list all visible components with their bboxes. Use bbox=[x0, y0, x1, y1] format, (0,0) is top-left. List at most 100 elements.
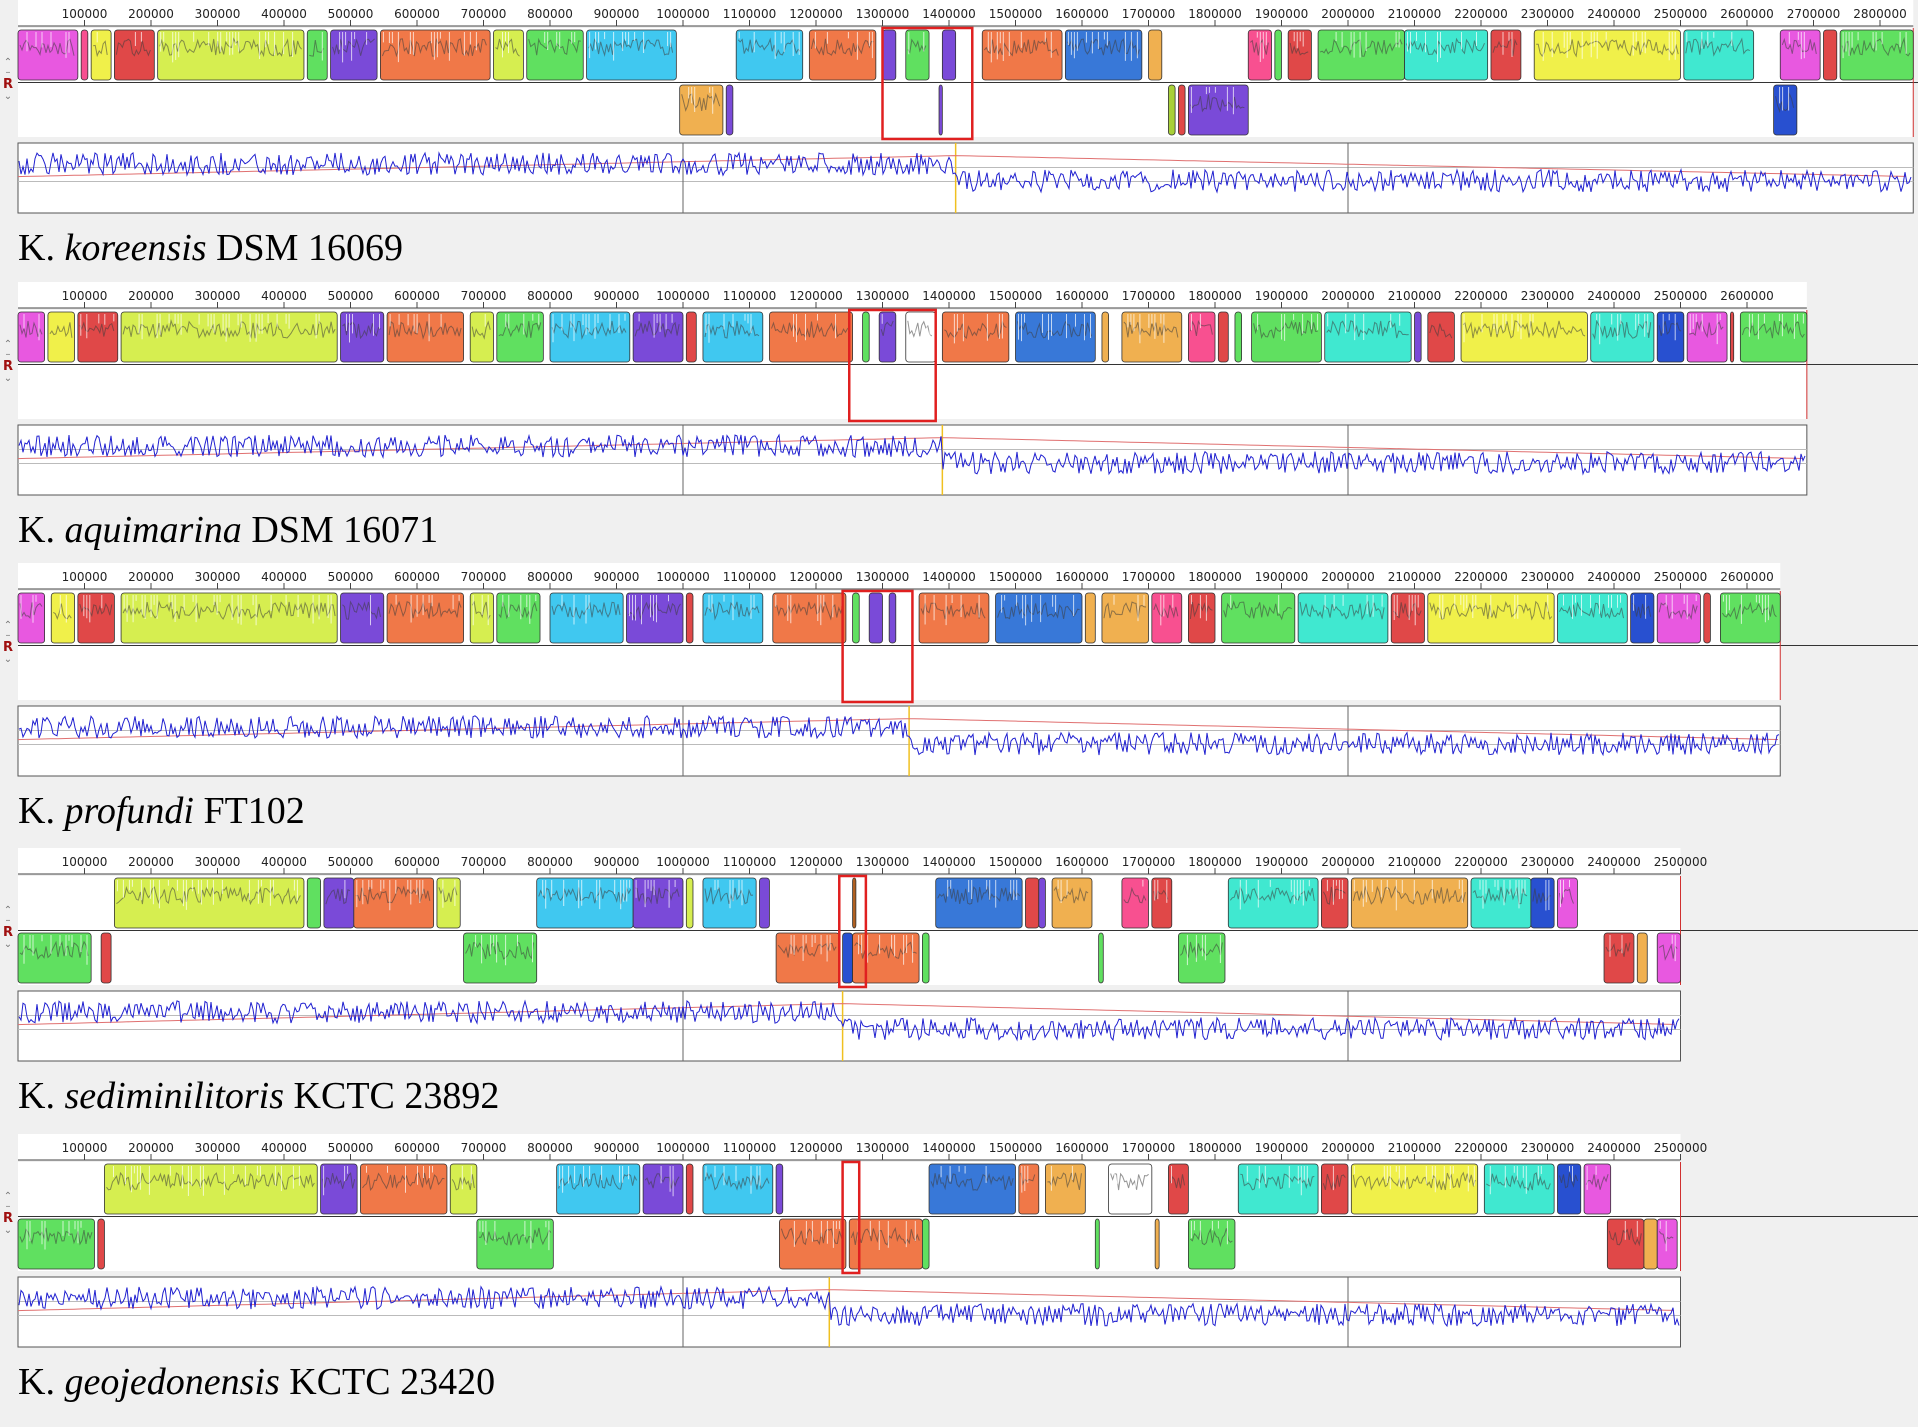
lcb-block[interactable] bbox=[1178, 84, 1186, 136]
lcb-block[interactable] bbox=[1729, 311, 1735, 363]
lcb-block[interactable] bbox=[114, 877, 305, 929]
lcb-block[interactable] bbox=[1297, 592, 1389, 644]
expand-down-icon[interactable]: ⌄ bbox=[3, 1225, 13, 1236]
lcb-block[interactable] bbox=[306, 29, 328, 81]
lcb-block[interactable] bbox=[702, 311, 764, 363]
lcb-block[interactable] bbox=[556, 1163, 641, 1215]
lcb-block[interactable] bbox=[1101, 311, 1109, 363]
lcb-block[interactable] bbox=[685, 877, 694, 929]
lcb-block[interactable] bbox=[1321, 877, 1349, 929]
lcb-block[interactable] bbox=[17, 592, 46, 644]
lcb-block[interactable] bbox=[526, 29, 584, 81]
collapse-up-icon[interactable]: ⌃ bbox=[3, 1191, 13, 1202]
lcb-block[interactable] bbox=[330, 29, 378, 81]
reverse-toggle-button[interactable]: R bbox=[2, 925, 13, 940]
lcb-block[interactable] bbox=[323, 877, 355, 929]
lcb-block[interactable] bbox=[842, 932, 853, 984]
lcb-block[interactable] bbox=[941, 29, 957, 81]
lcb-block[interactable] bbox=[1739, 311, 1808, 363]
lcb-block[interactable] bbox=[905, 311, 937, 363]
lcb-block[interactable] bbox=[642, 1163, 684, 1215]
lcb-block[interactable] bbox=[632, 311, 684, 363]
collapse-up-icon[interactable]: ⌃ bbox=[3, 339, 13, 350]
lcb-block[interactable] bbox=[380, 29, 491, 81]
lcb-block[interactable] bbox=[493, 29, 524, 81]
expand-down-icon[interactable]: ⌄ bbox=[3, 654, 13, 665]
reverse-toggle-button[interactable]: R bbox=[2, 640, 13, 655]
lcb-block[interactable] bbox=[1779, 29, 1821, 81]
lcb-block[interactable] bbox=[685, 592, 694, 644]
lcb-block[interactable] bbox=[157, 29, 305, 81]
lcb-block[interactable] bbox=[1084, 592, 1096, 644]
lcb-block[interactable] bbox=[549, 592, 624, 644]
lcb-block[interactable] bbox=[1154, 1218, 1160, 1270]
lcb-block[interactable] bbox=[878, 311, 897, 363]
lcb-block[interactable] bbox=[340, 311, 385, 363]
lcb-block[interactable] bbox=[120, 592, 338, 644]
lcb-block[interactable] bbox=[928, 1163, 1016, 1215]
lcb-block[interactable] bbox=[1148, 29, 1163, 81]
lcb-block[interactable] bbox=[772, 592, 847, 644]
expand-down-icon[interactable]: ⌄ bbox=[3, 373, 13, 384]
minimize-icon[interactable]: – bbox=[5, 630, 11, 641]
lcb-block[interactable] bbox=[1530, 877, 1555, 929]
lcb-block[interactable] bbox=[1227, 877, 1319, 929]
minimize-icon[interactable]: – bbox=[5, 67, 11, 78]
minimize-icon[interactable]: – bbox=[5, 915, 11, 926]
lcb-block[interactable] bbox=[1630, 592, 1655, 644]
lcb-block[interactable] bbox=[1590, 311, 1655, 363]
lcb-block[interactable] bbox=[1151, 592, 1183, 644]
reverse-toggle-button[interactable]: R bbox=[2, 1211, 13, 1226]
lcb-block[interactable] bbox=[1251, 311, 1322, 363]
lcb-block[interactable] bbox=[1683, 29, 1755, 81]
lcb-block[interactable] bbox=[1234, 311, 1242, 363]
lcb-block[interactable] bbox=[1350, 1163, 1479, 1215]
lcb-block[interactable] bbox=[386, 592, 464, 644]
lcb-block[interactable] bbox=[80, 29, 89, 81]
lcb-block[interactable] bbox=[1168, 1163, 1189, 1215]
lcb-block[interactable] bbox=[449, 1163, 478, 1215]
lcb-block[interactable] bbox=[50, 592, 75, 644]
lcb-block[interactable] bbox=[469, 592, 494, 644]
lcb-block[interactable] bbox=[1414, 311, 1422, 363]
expand-down-icon[interactable]: ⌄ bbox=[3, 939, 13, 950]
lcb-block[interactable] bbox=[981, 29, 1063, 81]
lcb-block[interactable] bbox=[1703, 592, 1711, 644]
lcb-block[interactable] bbox=[1324, 311, 1412, 363]
lcb-block[interactable] bbox=[938, 84, 943, 136]
lcb-block[interactable] bbox=[496, 592, 541, 644]
lcb-block[interactable] bbox=[1839, 29, 1914, 81]
lcb-block[interactable] bbox=[882, 29, 897, 81]
reverse-toggle-button[interactable]: R bbox=[2, 77, 13, 92]
lcb-block[interactable] bbox=[1460, 311, 1588, 363]
lcb-block[interactable] bbox=[436, 877, 461, 929]
lcb-block[interactable] bbox=[1656, 311, 1685, 363]
lcb-block[interactable] bbox=[922, 932, 930, 984]
lcb-block[interactable] bbox=[90, 29, 112, 81]
lcb-block[interactable] bbox=[1656, 932, 1681, 984]
lcb-block[interactable] bbox=[77, 311, 119, 363]
expand-down-icon[interactable]: ⌄ bbox=[3, 91, 13, 102]
lcb-block[interactable] bbox=[1643, 1218, 1658, 1270]
lcb-block[interactable] bbox=[1168, 84, 1176, 136]
lcb-block[interactable] bbox=[17, 29, 79, 81]
lcb-block[interactable] bbox=[353, 877, 435, 929]
lcb-block[interactable] bbox=[97, 1218, 105, 1270]
lcb-block[interactable] bbox=[17, 932, 92, 984]
lcb-block[interactable] bbox=[1483, 1163, 1555, 1215]
lcb-block[interactable] bbox=[852, 932, 920, 984]
lcb-block[interactable] bbox=[1101, 592, 1149, 644]
lcb-block[interactable] bbox=[1098, 932, 1104, 984]
lcb-block[interactable] bbox=[1317, 29, 1405, 81]
lcb-block[interactable] bbox=[1237, 1163, 1319, 1215]
lcb-block[interactable] bbox=[1427, 592, 1555, 644]
lcb-block[interactable] bbox=[1557, 877, 1578, 929]
lcb-block[interactable] bbox=[1015, 311, 1096, 363]
lcb-block[interactable] bbox=[1038, 877, 1046, 929]
lcb-block[interactable] bbox=[852, 877, 857, 929]
lcb-block[interactable] bbox=[340, 592, 385, 644]
lcb-block[interactable] bbox=[320, 1163, 358, 1215]
lcb-block[interactable] bbox=[922, 1218, 930, 1270]
lcb-block[interactable] bbox=[702, 1163, 774, 1215]
lcb-block[interactable] bbox=[685, 1163, 694, 1215]
